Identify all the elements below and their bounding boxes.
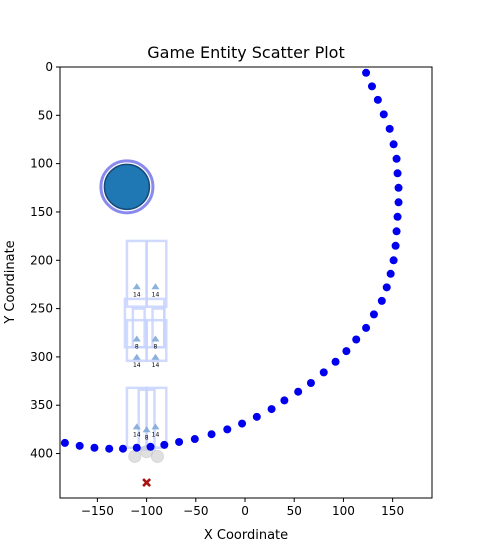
entity-rect: [145, 239, 168, 308]
path-point: [352, 335, 361, 344]
path-point: [306, 379, 315, 388]
obstacle-label: 14: [152, 291, 160, 298]
path-point: [393, 169, 402, 178]
path-point: [238, 419, 247, 428]
path-point: [60, 438, 69, 447]
big-circle-ring: [99, 159, 155, 215]
y-tick-label: 0: [45, 60, 53, 74]
obstacle-triangle: [132, 335, 141, 342]
path-point: [385, 124, 394, 133]
path-point: [362, 323, 371, 332]
y-axis-label: Y Coordinate: [3, 240, 18, 324]
path-point: [190, 435, 199, 444]
path-point: [90, 443, 99, 452]
path-point: [146, 442, 155, 451]
path-point: [342, 347, 351, 356]
x-tick-label: 150: [381, 504, 404, 518]
obstacle-triangle: [142, 426, 151, 433]
x-tick-label: 50: [287, 504, 302, 518]
path-point: [75, 441, 84, 450]
big-circle-group: [99, 159, 155, 215]
y-tick-label: 400: [30, 447, 53, 461]
path-point: [382, 283, 391, 292]
path-point: [394, 183, 403, 192]
obstacle-label: 14: [152, 431, 160, 438]
x-axis-label: X Coordinate: [204, 528, 288, 543]
path-points: [60, 68, 403, 453]
path-point: [319, 368, 328, 377]
y-tick-label: 250: [30, 302, 53, 316]
obstacle-label: 14: [133, 431, 141, 438]
entity-rect: [145, 386, 168, 449]
obstacle-label: 8: [145, 434, 149, 441]
cross-marker: [142, 478, 152, 487]
obstacle-triangle: [151, 353, 160, 360]
entity-rect: [145, 318, 168, 363]
cross-marker-group: [142, 478, 152, 487]
obstacle-triangle: [132, 283, 141, 290]
path-point: [207, 430, 216, 439]
y-tick-label: 150: [30, 205, 53, 219]
path-point: [331, 357, 340, 366]
path-point: [175, 437, 184, 446]
entity-rect: [151, 307, 166, 349]
path-point: [160, 440, 169, 449]
entity-rectangles: [123, 239, 168, 451]
path-point: [118, 444, 127, 453]
y-tick-label: 50: [38, 108, 53, 122]
path-point: [267, 405, 276, 414]
obstacle-label: 14: [133, 362, 141, 369]
path-point: [391, 241, 400, 250]
path-point: [392, 154, 401, 163]
path-point: [377, 296, 386, 305]
path-point: [132, 443, 141, 452]
x-tick-label: −50: [183, 504, 208, 518]
path-point: [389, 256, 398, 265]
path-point: [367, 82, 376, 91]
y-tick-label: 100: [30, 157, 53, 171]
plot-frame: [59, 66, 433, 499]
x-axis-ticks: −150 −100 −50 0 50 100 150: [81, 498, 404, 518]
x-tick-label: 100: [332, 504, 355, 518]
chart-title: Game Entity Scatter Plot: [147, 43, 344, 62]
y-tick-label: 200: [30, 253, 53, 267]
x-tick-label: 0: [241, 504, 249, 518]
path-point: [389, 140, 398, 149]
obstacle-triangle: [151, 423, 160, 430]
obstacle-triangle: [132, 353, 141, 360]
obstacle-label: 8: [135, 343, 139, 350]
obstacle-label: 8: [154, 343, 158, 350]
ghost-circle: [150, 449, 164, 463]
path-point: [373, 95, 382, 104]
path-point: [394, 198, 403, 207]
obstacle-triangle: [151, 335, 160, 342]
path-point: [386, 269, 395, 278]
path-point: [280, 396, 289, 405]
y-tick-label: 300: [30, 350, 53, 364]
path-point: [369, 310, 378, 319]
ghost-circle: [128, 449, 142, 463]
obstacle-triangle: [132, 423, 141, 430]
y-axis-ticks: 0 50 100 150 200 250 300 350 400: [30, 60, 60, 461]
x-tick-label: −100: [130, 504, 163, 518]
obstacle-label: 14: [133, 291, 141, 298]
path-point: [105, 444, 114, 453]
entity-rect: [125, 386, 148, 449]
x-tick-label: −150: [81, 504, 114, 518]
big-circle: [103, 163, 151, 211]
path-point: [223, 425, 232, 434]
obstacle-triangle: [151, 283, 160, 290]
path-point: [362, 68, 371, 77]
path-point: [392, 227, 401, 236]
path-point: [379, 110, 388, 119]
y-tick-label: 350: [30, 398, 53, 412]
path-point: [252, 412, 261, 421]
path-point: [393, 212, 402, 221]
entity-rect: [131, 307, 146, 349]
path-point: [294, 387, 303, 396]
obstacle-label: 14: [152, 362, 160, 369]
